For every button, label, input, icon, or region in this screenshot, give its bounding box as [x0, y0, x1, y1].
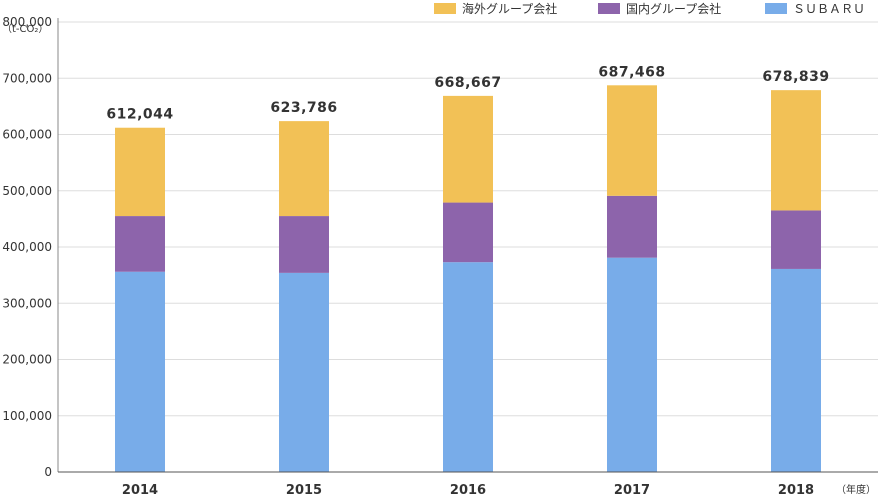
x-tick-label-2018: 2018 [778, 483, 814, 496]
legend-swatch-1 [765, 3, 787, 14]
bars-layer [115, 85, 821, 472]
y-tick-label: 700,000 [2, 71, 52, 85]
bar-segment-3-2014 [115, 127, 165, 217]
bar-segment-3-2016 [443, 95, 493, 203]
axis-layer [57, 18, 878, 473]
y-tick-label: 100,000 [2, 409, 52, 423]
legend-label-3: 海外グループ会社 [462, 1, 557, 16]
bar-segment-2-2017 [607, 195, 657, 258]
bar-segment-1-2017 [607, 257, 657, 472]
bar-segment-1-2016 [443, 262, 493, 472]
bar-segment-2-2015 [279, 216, 329, 273]
legend-label-1: ＳＵＢＡＲＵ [793, 2, 865, 16]
bar-segment-3-2015 [279, 121, 329, 217]
total-label-2014: 612,044 [106, 107, 173, 123]
x-tick-label-2017: 2017 [614, 483, 650, 496]
x-unit-label: （年度） [836, 483, 876, 496]
y-tick-label: 400,000 [2, 240, 52, 254]
y-tick-label: 600,000 [2, 128, 52, 142]
bar-segment-3-2018 [771, 90, 821, 211]
bar-segment-2-2018 [771, 210, 821, 269]
y-tick-label: 0 [44, 465, 52, 479]
total-label-2016: 668,667 [434, 75, 501, 91]
total-label-2017: 687,468 [598, 64, 665, 80]
legend-swatch-3 [434, 3, 456, 14]
y-tick-label: 500,000 [2, 184, 52, 198]
legend-swatch-2 [598, 3, 620, 14]
y-tick-label: 200,000 [2, 353, 52, 367]
bar-segment-2-2016 [443, 202, 493, 263]
x-tick-label-2015: 2015 [286, 483, 322, 496]
x-tick-label-2014: 2014 [122, 483, 158, 496]
legend: 海外グループ会社 国内グループ会社 ＳＵＢＡＲＵ [434, 1, 865, 16]
bar-segment-2-2014 [115, 216, 165, 272]
bar-segment-1-2018 [771, 268, 821, 472]
labels-layer: 0 100,000 200,000 300,000 400,000 500,000 600,… [2, 15, 876, 498]
total-label-2018: 678,839 [762, 69, 829, 85]
legend-label-2: 国内グループ会社 [626, 1, 721, 16]
bar-segment-3-2017 [607, 85, 657, 196]
bar-segment-1-2015 [279, 272, 329, 472]
x-tick-label-2016: 2016 [450, 483, 486, 496]
bar-segment-1-2014 [115, 271, 165, 472]
y-tick-label: 300,000 [2, 296, 52, 310]
total-label-2015: 623,786 [270, 100, 337, 116]
y-tick-label: 800,000 [2, 15, 52, 29]
y-unit-label: （t-CO₂） [2, 23, 48, 35]
